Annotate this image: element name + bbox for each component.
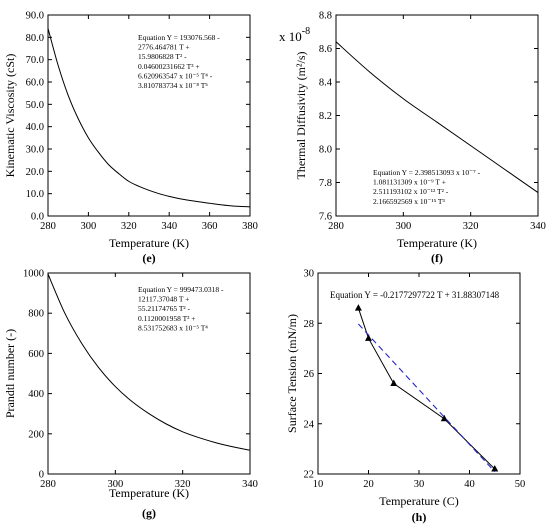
y-tick-label: 200 [28, 429, 44, 440]
panel-label: (h) [412, 510, 427, 524]
y-tick-label: 400 [28, 389, 44, 400]
equation-annotation-line: Equation Y = 999473.0318 - [138, 285, 224, 294]
equation-annotation-line: 8.531752683 x 10⁻⁵ T⁴ [138, 323, 208, 332]
y-tick-label: 8.8 [319, 11, 332, 22]
series-line-h-1 [357, 323, 496, 473]
y-tick-label: 28 [304, 319, 315, 330]
x-axis-label: Temperature (K) [109, 486, 189, 500]
y-tick-label: 80.0 [26, 33, 44, 44]
equation-annotation-line: 3.810783734 x 10⁻⁸ T⁵ [138, 81, 208, 90]
equation-annotation-line: 2.511193102 x 10⁻¹² T² - [373, 187, 449, 196]
chart-panel-e: 280 300 320 340 360 380 0.0 10.0 20.0 30.0 40.0 50.… [3, 11, 258, 266]
chart-panel-h: 10 20 30 40 50 22 24 26 28 30 Temperature (C) Surfa… [285, 269, 525, 525]
equation-annotation-line: 0.04600231662 T³ + [138, 62, 200, 71]
equation-annotation-line: 0.1120001958 T³ + [138, 314, 196, 323]
y-scale-multiplier: x 10-8 [279, 26, 310, 44]
y-tick-label: 8.6 [319, 44, 332, 55]
x-tick-label: 300 [81, 221, 97, 232]
x-tick-label: 320 [175, 479, 191, 490]
series-line-e-0 [47, 28, 251, 208]
x-tick-label: 280 [40, 221, 56, 232]
y-axis-label: Prandtl number (-) [3, 329, 17, 418]
x-tick-label: 320 [463, 221, 479, 232]
data-point-marker [491, 464, 499, 472]
y-tick-label: 30 [304, 269, 315, 280]
y-tick-label: 70.0 [26, 55, 44, 66]
equation-annotation-line: Equation Y = 193076.568 - [138, 33, 220, 42]
y-tick-label: 10.0 [26, 189, 44, 200]
y-tick-label: 0 [39, 470, 44, 481]
data-point-marker [390, 379, 398, 387]
y-tick-label: 1000 [23, 269, 44, 280]
x-axis-label: Temperature (C) [379, 494, 458, 508]
y-tick-label: 24 [304, 419, 315, 430]
y-axis-label: Kinematic Viscosity (cSt) [3, 54, 17, 178]
x-tick-label: 280 [40, 479, 56, 490]
x-tick-label: 280 [328, 221, 344, 232]
x-tick-label: 300 [395, 221, 411, 232]
series-line-h-0 [357, 308, 496, 470]
data-point-marker [440, 414, 448, 422]
x-tick-label: 20 [363, 479, 374, 490]
x-tick-label: 50 [515, 479, 526, 490]
x-tick-label: 340 [161, 221, 177, 232]
y-tick-label: 8.2 [319, 111, 332, 122]
plot-frame [47, 14, 251, 217]
y-tick-label: 800 [28, 309, 44, 320]
y-tick-label: 30.0 [26, 145, 44, 156]
chart-panel-f: 280 300 320 340 7.6 7.8 8.0 8.2 8.4 8.6 8.8 Tempera… [279, 11, 546, 266]
panel-label: (f) [431, 251, 443, 265]
x-axis-label: Temperature (K) [397, 236, 477, 250]
y-tick-label: 8.0 [319, 145, 332, 156]
x-tick-label: 300 [107, 479, 123, 490]
equation-annotation-line: Equation Y = 2.398513093 x 10⁻⁷ - [373, 168, 481, 177]
y-tick-label: 7.6 [319, 212, 332, 223]
x-axis-label: Temperature (K) [109, 236, 189, 250]
x-tick-label: 30 [414, 479, 425, 490]
series-line-f-0 [335, 41, 539, 193]
chart-panel-g: 280 300 320 340 0 200 400 600 800 1000 Temperature… [3, 269, 258, 521]
y-tick-label: 20.0 [26, 167, 44, 178]
series-line-g-0 [47, 273, 251, 451]
y-tick-label: 600 [28, 349, 44, 360]
y-tick-label: 90.0 [26, 11, 44, 22]
x-tick-label: 340 [530, 221, 546, 232]
equation-annotation-line: 55.21174765 T² - [138, 304, 191, 313]
data-point-marker [365, 334, 372, 341]
plot-frame [317, 272, 521, 475]
x-tick-label: 40 [464, 479, 475, 490]
x-tick-label: 380 [242, 221, 258, 232]
x-tick-label: 360 [202, 221, 218, 232]
y-tick-label: 0.0 [31, 212, 44, 223]
y-tick-label: 22 [304, 470, 315, 481]
equation-annotation-line: 1.081131309 x 10⁻⁹ T + [373, 178, 446, 187]
y-tick-label: 26 [304, 369, 315, 380]
x-tick-label: 320 [121, 221, 137, 232]
y-tick-label: 40.0 [26, 122, 44, 133]
plot-frame [47, 272, 251, 475]
y-tick-label: 50.0 [26, 100, 44, 111]
equation-annotation-line: 2.166592569 x 10⁻¹⁵ T³ [373, 197, 446, 206]
equation-annotation-line: 15.9806828 T² - [138, 52, 187, 61]
y-axis-label: Thermal Diffusivity (m²/s) [294, 51, 308, 179]
equation-annotation-line: 6.620963547 x 10⁻⁵ T⁴ - [138, 71, 213, 80]
y-axis-label: Surface Tension (mN/m) [285, 314, 299, 433]
y-tick-label: 8.4 [319, 78, 333, 89]
equation-annotation-line: 12117.37048 T + [138, 295, 189, 304]
panel-label: (g) [142, 506, 156, 520]
panel-label: (e) [142, 251, 155, 265]
equation-annotation-line: 2776.464781 T + [138, 43, 190, 52]
y-tick-label: 7.8 [319, 178, 332, 189]
y-tick-label: 60.0 [26, 78, 44, 89]
data-point-marker [354, 304, 362, 311]
x-tick-label: 10 [313, 479, 324, 490]
equation-annotation-line: Equation Y = -0.2177297722 T + 31.883071… [330, 290, 500, 300]
x-tick-label: 340 [242, 479, 258, 490]
